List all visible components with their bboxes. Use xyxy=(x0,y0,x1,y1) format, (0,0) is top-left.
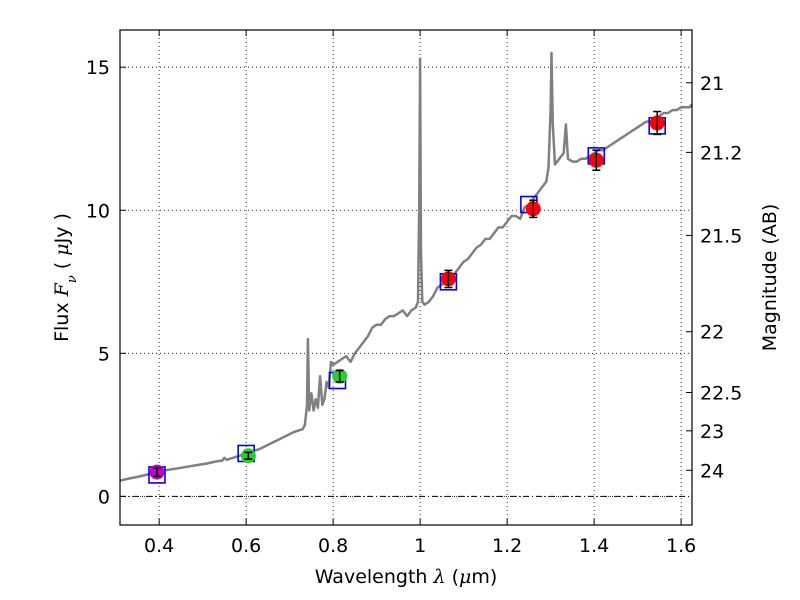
axis-ticks: 0.4 0.6 0.8 1 1.2 1.4 1.6 0 5 10 15 21 21.2 21.5 22 22.… xyxy=(86,30,742,557)
y-axis-label-unit-symbol: μ xyxy=(51,243,73,255)
x-tick-label: 0.4 xyxy=(144,535,174,557)
y-axis-label-unit-rest: Jy ) xyxy=(51,213,73,244)
x-tick-label: 0.8 xyxy=(318,535,348,557)
y2-tick-label: 22 xyxy=(700,322,724,344)
plot-frame xyxy=(119,29,693,526)
x-tick-label: 0.6 xyxy=(231,535,261,557)
y-tick-label: 10 xyxy=(86,200,110,222)
x-axis-label-prefix: Wavelength xyxy=(315,566,434,588)
y-axis-label-prefix: Flux xyxy=(51,296,73,342)
y2-tick-label: 21.5 xyxy=(700,225,742,247)
x-tick-label: 1.2 xyxy=(492,535,522,557)
y-tick-label: 5 xyxy=(98,343,110,365)
grid xyxy=(120,30,692,525)
y2-axis-label: Magnitude (AB) xyxy=(759,204,781,352)
x-tick-label: 1.6 xyxy=(666,535,696,557)
x-axis-label-unit-open: ( xyxy=(446,566,459,588)
y2-tick-label: 23 xyxy=(700,421,724,443)
y2-tick-label: 21.2 xyxy=(700,142,742,164)
y2-tick-label: 24 xyxy=(700,460,724,482)
x-axis-label-unit-rest: m) xyxy=(471,566,497,588)
x-axis-label-unit-symbol: μ xyxy=(459,566,471,588)
y-axis-label-subscript: ν xyxy=(65,275,80,283)
x-tick-label: 1.4 xyxy=(579,535,609,557)
y-axis-label-unit-open: ( xyxy=(51,256,73,276)
photometry-marks xyxy=(148,110,667,484)
y-axis-label-symbol: F xyxy=(51,282,73,297)
y2-tick-label: 21 xyxy=(700,73,724,95)
y-axis-label: Flux Fν ( μJy ) xyxy=(51,213,80,342)
y2-tick-label: 22.5 xyxy=(700,382,742,404)
x-tick-label: 1 xyxy=(414,535,426,557)
x-axis-label: Wavelength λ (μm) xyxy=(315,566,498,588)
y-tick-label: 15 xyxy=(86,57,110,79)
spectrum-line xyxy=(119,51,693,482)
x-axis-label-symbol: λ xyxy=(432,566,445,588)
y-tick-label: 0 xyxy=(98,486,110,508)
